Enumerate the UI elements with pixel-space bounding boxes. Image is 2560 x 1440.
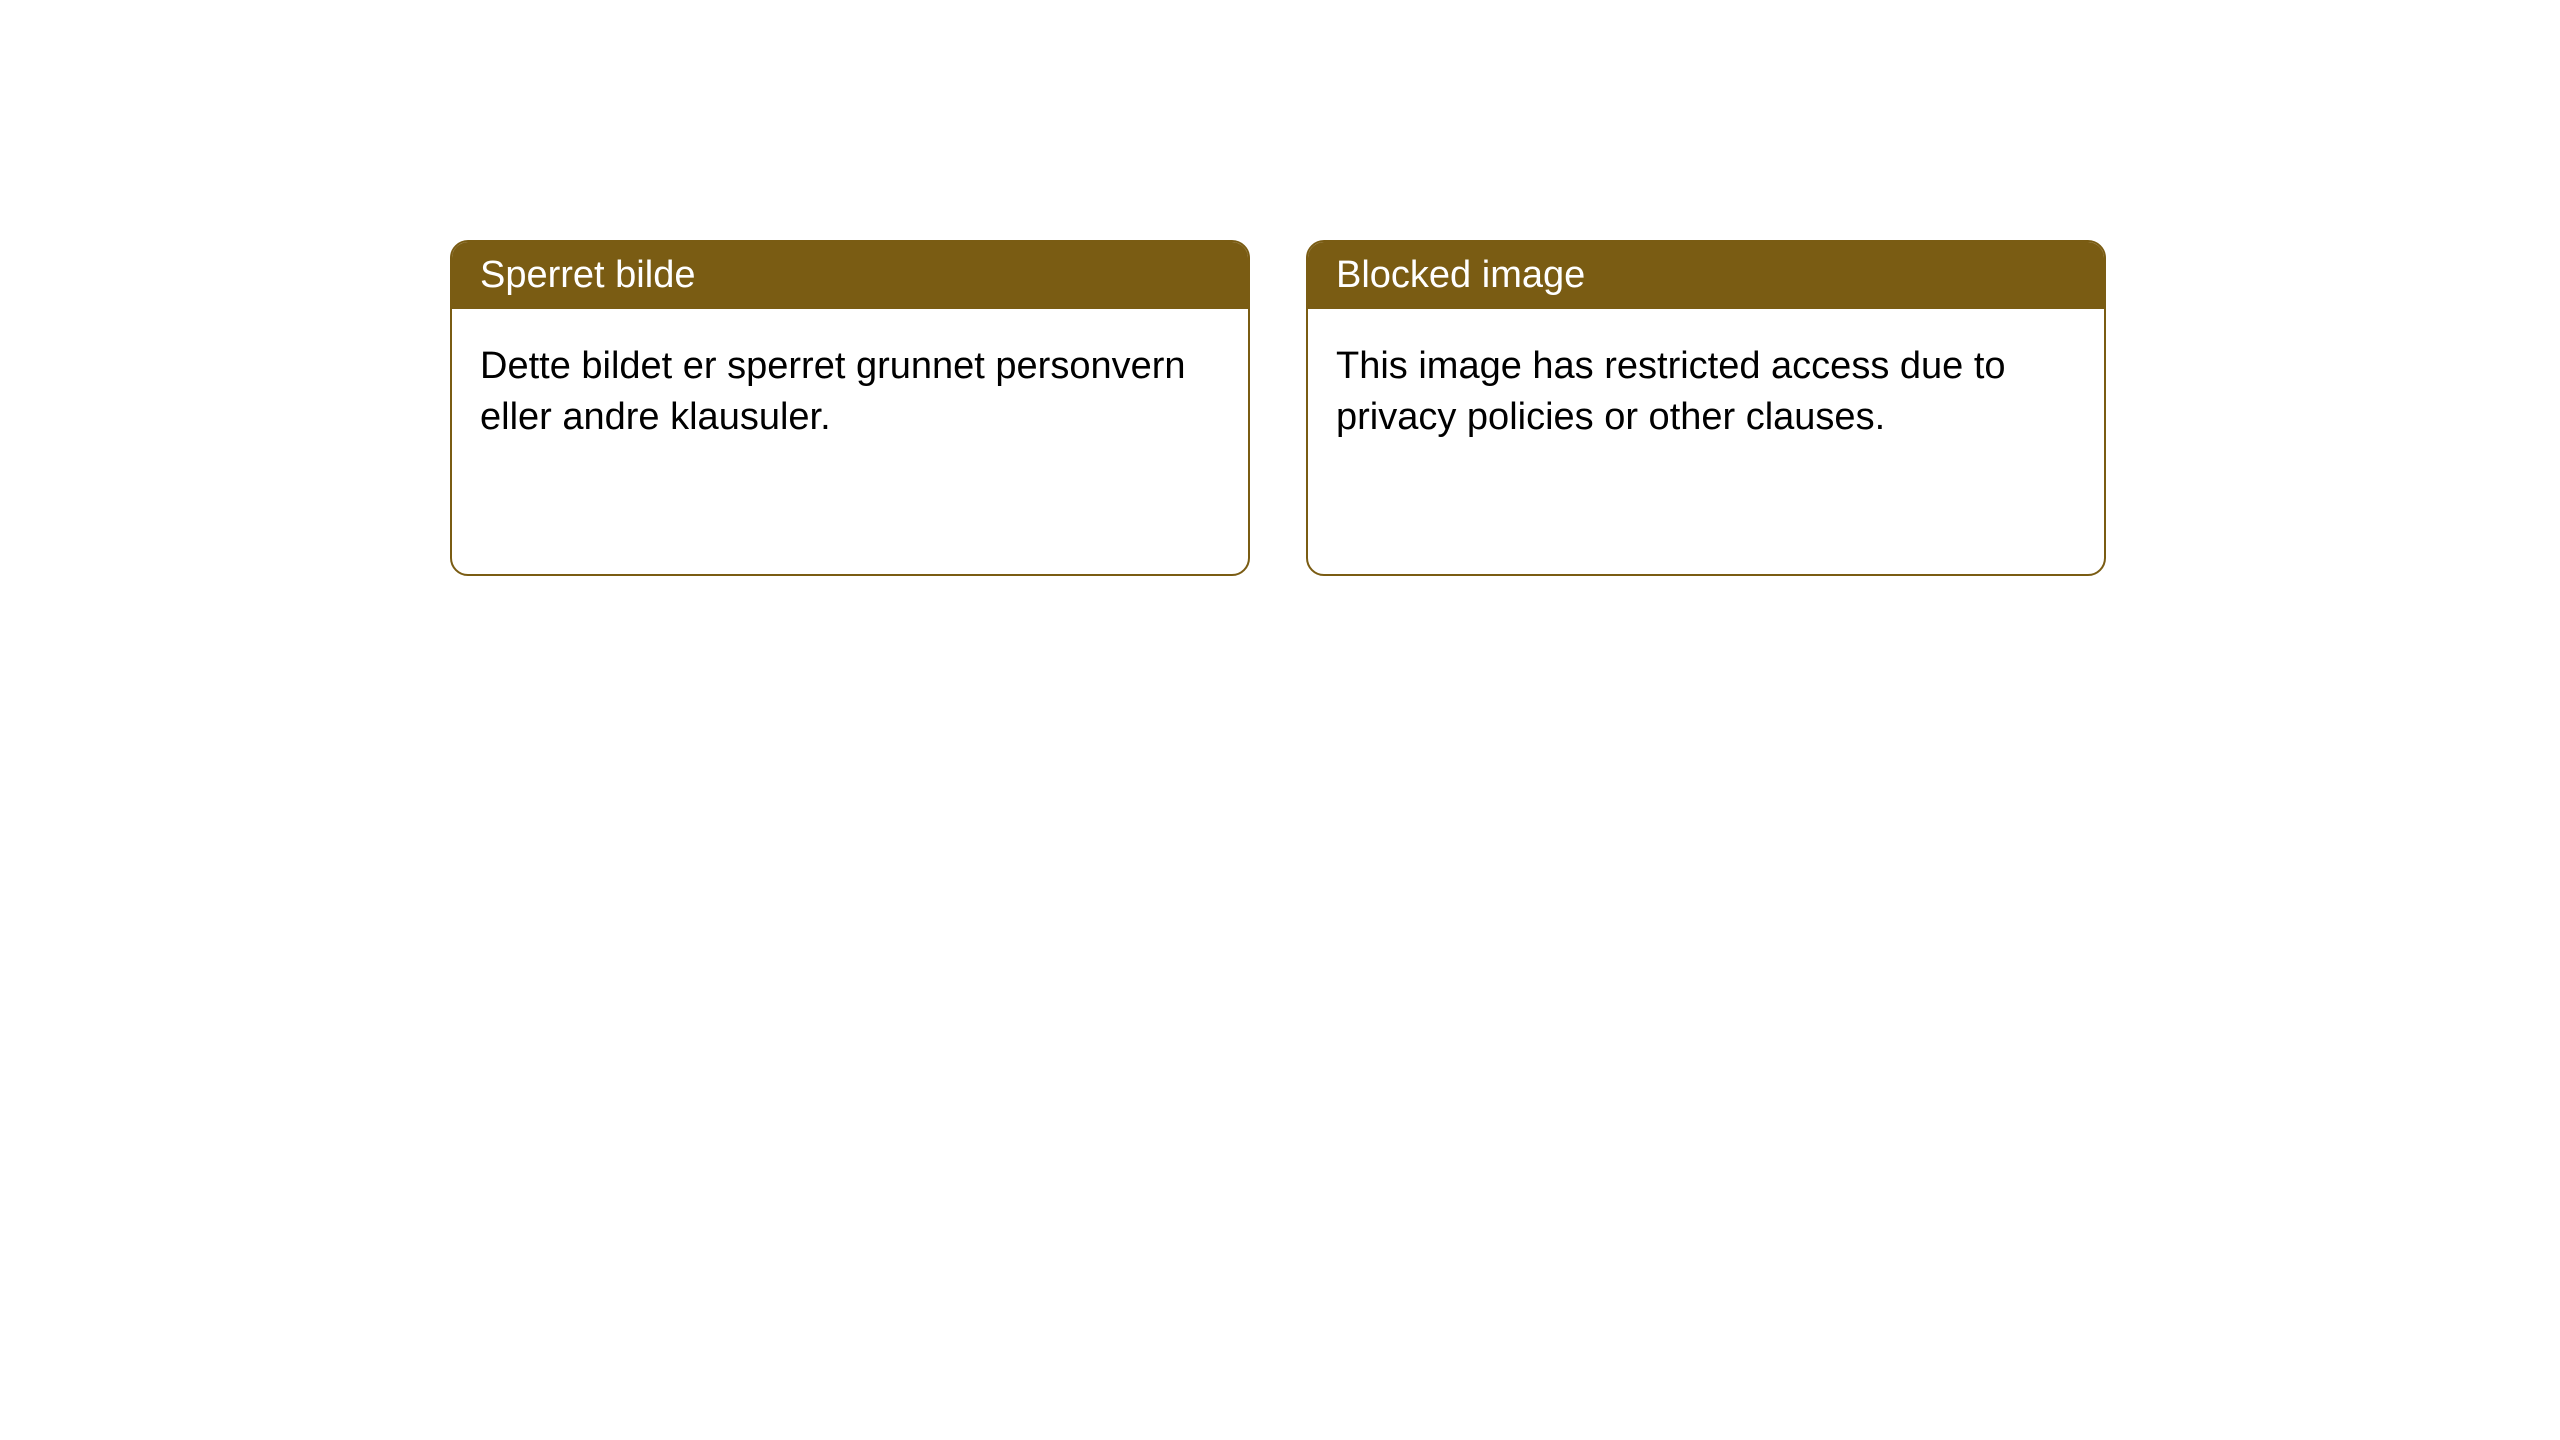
- notice-card-norwegian: Sperret bilde Dette bildet er sperret gr…: [450, 240, 1250, 576]
- card-title: Sperret bilde: [480, 254, 695, 296]
- card-body: This image has restricted access due to …: [1308, 309, 2104, 476]
- notice-container: Sperret bilde Dette bildet er sperret gr…: [0, 0, 2560, 576]
- card-header: Sperret bilde: [452, 242, 1248, 309]
- notice-card-english: Blocked image This image has restricted …: [1306, 240, 2106, 576]
- card-title: Blocked image: [1336, 254, 1585, 296]
- card-message: This image has restricted access due to …: [1336, 345, 2006, 438]
- card-header: Blocked image: [1308, 242, 2104, 309]
- card-body: Dette bildet er sperret grunnet personve…: [452, 309, 1248, 476]
- card-message: Dette bildet er sperret grunnet personve…: [480, 345, 1186, 438]
